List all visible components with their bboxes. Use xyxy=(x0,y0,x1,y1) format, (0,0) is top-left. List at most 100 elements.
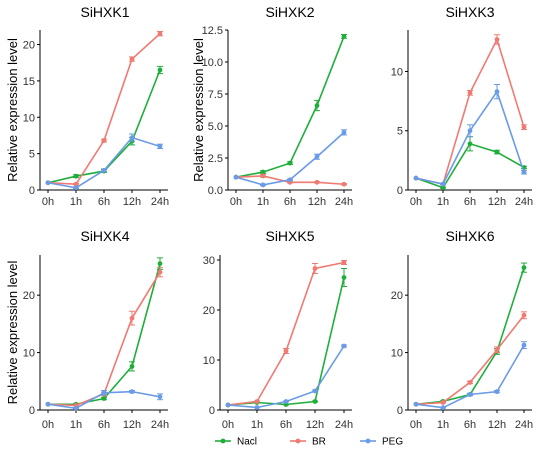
data-point xyxy=(254,399,260,404)
y-tick-label: 10 xyxy=(23,348,35,360)
data-point xyxy=(157,67,163,73)
x-tick-label: 24h xyxy=(515,419,533,431)
y-tick-label: 20 xyxy=(391,290,403,302)
series-nacl xyxy=(45,257,163,407)
series-line xyxy=(47,33,161,186)
series-line xyxy=(47,136,161,189)
data-point xyxy=(73,405,79,411)
series-peg xyxy=(45,133,163,191)
data-point xyxy=(521,342,527,348)
x-tick-label: 0h xyxy=(42,419,54,431)
x-tick-label: 1h xyxy=(437,419,449,431)
data-point xyxy=(440,400,446,405)
x-tick-label: 6h xyxy=(464,196,476,208)
series-line xyxy=(47,69,161,184)
y-tick-label: 10.0 xyxy=(202,57,223,69)
series-line xyxy=(415,344,525,409)
x-tick-label: 12h xyxy=(306,419,324,431)
x-tick-label: 0h xyxy=(410,419,422,431)
y-tick-label: 5.0 xyxy=(208,121,223,133)
data-point xyxy=(73,185,79,191)
legend-item-nacl: Nacl xyxy=(215,437,257,448)
x-tick-label: 12h xyxy=(308,196,326,208)
legend-label: PEG xyxy=(382,437,403,448)
y-tick-label: 12.5 xyxy=(202,25,223,37)
data-point xyxy=(129,56,135,62)
series-line xyxy=(235,36,345,178)
data-point xyxy=(467,128,473,134)
series-peg xyxy=(45,389,163,411)
data-point xyxy=(101,138,107,143)
y-tick-label: 0 xyxy=(397,185,403,197)
chart-title: SiHXK5 xyxy=(265,228,314,244)
data-point xyxy=(260,173,266,179)
data-point xyxy=(521,169,527,175)
data-point xyxy=(73,173,79,179)
y-tick-label: 10 xyxy=(23,112,35,124)
y-tick-label: 15 xyxy=(23,76,35,88)
data-point xyxy=(129,389,135,395)
x-tick-label: 24h xyxy=(515,196,533,208)
x-tick-label: 12h xyxy=(488,419,506,431)
y-tick-label: 10 xyxy=(391,348,403,360)
x-tick-label: 6h xyxy=(98,419,110,431)
data-point xyxy=(413,401,419,407)
x-tick-label: 0h xyxy=(230,196,242,208)
data-point xyxy=(312,399,318,404)
data-point xyxy=(494,347,500,353)
y-tick-label: 5 xyxy=(29,149,35,161)
y-tick-label: 20 xyxy=(203,305,215,317)
data-point xyxy=(157,143,163,149)
data-point xyxy=(494,389,500,395)
data-point xyxy=(521,265,527,271)
x-tick-label: 0h xyxy=(222,419,234,431)
series-line xyxy=(47,271,161,407)
y-tick-label: 0 xyxy=(29,405,35,417)
y-tick-label: 2.5 xyxy=(208,153,223,165)
series-nacl xyxy=(45,65,163,186)
y-tick-label: 0 xyxy=(209,405,215,417)
x-tick-label: 1h xyxy=(251,419,263,431)
data-point xyxy=(157,394,163,400)
data-point xyxy=(287,160,293,166)
legend: Nacl BR PEG xyxy=(215,437,403,448)
x-tick-label: 1h xyxy=(257,196,269,208)
legend-swatch-point xyxy=(220,438,226,444)
data-point xyxy=(129,135,135,141)
data-point xyxy=(494,37,500,42)
y-axis-label: Relative expression level xyxy=(5,38,20,182)
series-line xyxy=(227,261,345,406)
data-point xyxy=(467,392,473,397)
data-point xyxy=(314,103,320,108)
series-br xyxy=(225,260,347,408)
data-point xyxy=(467,90,473,96)
chart-title: SiHXK3 xyxy=(445,4,494,20)
data-point xyxy=(413,175,419,181)
data-point xyxy=(254,405,260,410)
data-point xyxy=(312,388,318,394)
chart-title: SiHXK4 xyxy=(80,228,129,244)
data-point xyxy=(101,396,107,401)
data-point xyxy=(157,31,163,37)
data-point xyxy=(440,181,446,187)
legend-label: BR xyxy=(312,437,326,448)
data-point xyxy=(341,181,347,187)
data-point xyxy=(341,34,347,39)
x-tick-label: 0h xyxy=(42,196,54,208)
x-tick-label: 24h xyxy=(335,419,353,431)
data-point xyxy=(341,130,347,135)
x-tick-label: 0h xyxy=(410,196,422,208)
series-br xyxy=(45,267,163,408)
y-tick-label: 20 xyxy=(23,40,35,52)
y-tick-label: 7.5 xyxy=(208,89,223,101)
x-tick-label: 6h xyxy=(284,196,296,208)
data-point xyxy=(494,149,500,155)
chart-title: SiHXK2 xyxy=(265,4,314,20)
data-point xyxy=(314,179,320,185)
y-tick-label: 0 xyxy=(29,185,35,197)
series-line xyxy=(415,37,525,186)
data-point xyxy=(521,124,527,130)
data-point xyxy=(341,275,347,280)
data-point xyxy=(314,154,320,160)
chart-title: SiHXK1 xyxy=(80,4,129,20)
